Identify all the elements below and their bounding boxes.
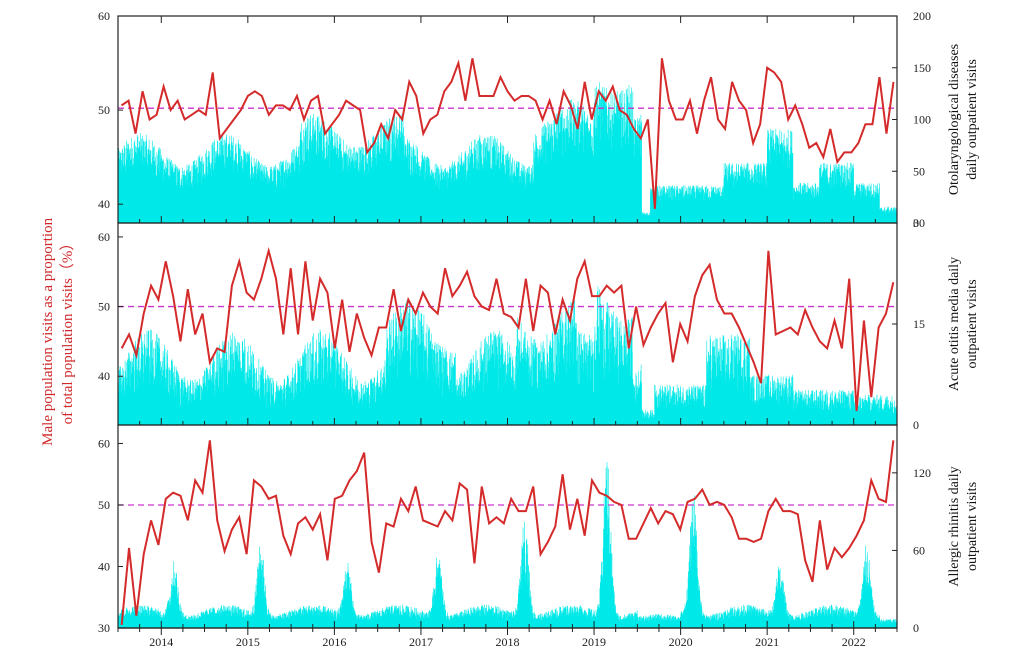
right-axis-title: Acute otitis media daily outpatient visit…	[947, 257, 980, 391]
panel-acute-otitis-media: 40 50 60 0 15 30 Acute otitis media daily outpa…	[98, 216, 980, 432]
daily-visit-bars	[118, 286, 897, 425]
x-tick-label: 2015	[236, 635, 260, 649]
right-tick-label: 60	[913, 543, 925, 557]
left-tick-label: 30	[98, 621, 110, 635]
right-axis-title: Otolaryngological diseases daily outpatie…	[947, 44, 980, 195]
right-axis-title-line1: Acute otitis media daily	[947, 257, 962, 391]
daily-visit-bar-series	[118, 462, 897, 628]
x-tick-label: 2022	[842, 635, 866, 649]
left-axis-title-line2: of total population visits（%）	[59, 236, 76, 425]
right-axis-title-line2: outpatient visits	[965, 279, 980, 368]
left-axis-title-line1: Male population visits as a proportion	[40, 217, 56, 445]
right-tick-label: 0	[913, 418, 919, 432]
right-axis-title-line2: daily outpatient visits	[965, 59, 980, 180]
right-axis-title-line1: Allergic rhinitis daily	[947, 466, 962, 586]
x-tick-label: 2016	[322, 635, 346, 649]
left-tick-label: 60	[98, 9, 110, 23]
right-tick-label: 30	[913, 216, 925, 230]
right-axis-title-line1: Otolaryngological diseases	[947, 44, 962, 195]
left-tick-label: 40	[98, 369, 110, 383]
right-tick-label: 15	[913, 317, 925, 331]
daily-visit-bar-series	[118, 82, 897, 223]
panel-otolaryngological: 40 50 60 0 50 100 150 200 Otolaryngological dise…	[98, 9, 980, 230]
left-tick-label: 60	[98, 230, 110, 244]
male-proportion-line	[120, 440, 895, 626]
x-axis: 2014 2015 2016 2017 2018 2019 2020 2021 2022	[117, 627, 898, 649]
daily-visit-bars	[118, 82, 897, 223]
male-proportion-line	[120, 246, 895, 412]
right-tick-label: 100	[913, 113, 931, 127]
right-tick-label: 0	[913, 621, 919, 635]
panel-allergic-rhinitis: 30 40 50 60 0 60 120 Allergic rhinitis daily out…	[98, 424, 980, 635]
x-tick-label: 2019	[582, 635, 606, 649]
left-tick-label: 40	[98, 197, 110, 211]
x-tick-label: 2021	[755, 635, 779, 649]
x-tick-label: 2017	[409, 635, 433, 649]
right-axis-title: Allergic rhinitis daily outpatient visits	[947, 466, 980, 586]
right-tick-label: 0	[913, 216, 919, 230]
left-tick-label: 60	[98, 436, 110, 450]
right-tick-label: 50	[913, 164, 925, 178]
x-tick-label: 2018	[496, 635, 520, 649]
daily-visit-bar-series	[118, 286, 897, 425]
left-tick-label: 40	[98, 559, 110, 573]
left-tick-label: 50	[98, 300, 110, 314]
daily-visit-bars	[118, 462, 897, 628]
left-axis-title: Male population visits as a proportion o…	[40, 214, 76, 446]
x-tick-label: 2014	[149, 635, 173, 649]
left-tick-label: 50	[98, 103, 110, 117]
left-tick-label: 50	[98, 498, 110, 512]
x-tick-label: 2020	[669, 635, 693, 649]
right-tick-label: 150	[913, 61, 931, 75]
right-tick-label: 200	[913, 9, 931, 23]
right-axis-title-line2: outpatient visits	[965, 482, 980, 571]
male-proportion-line	[120, 58, 895, 209]
right-tick-label: 120	[913, 466, 931, 480]
